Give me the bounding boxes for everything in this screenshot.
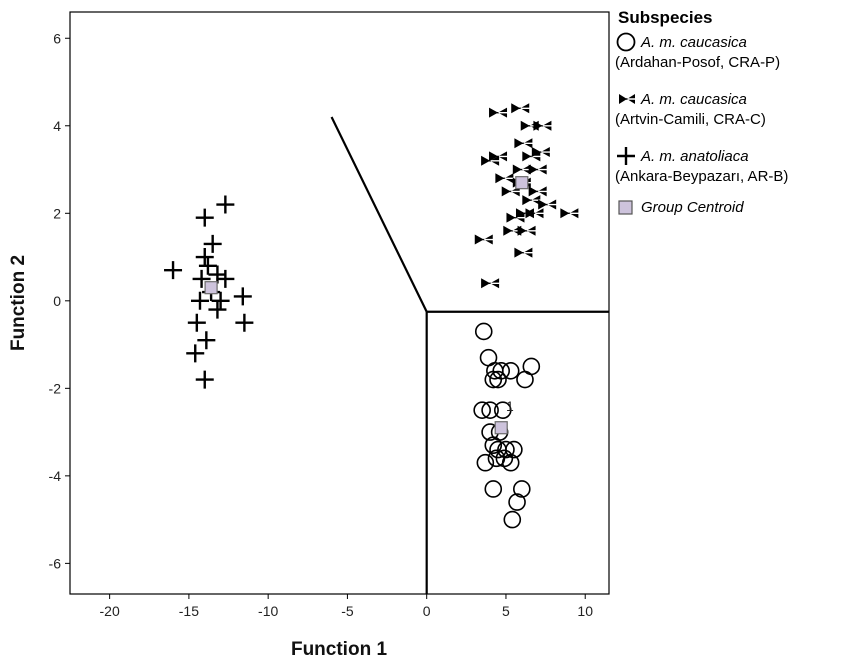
point-circle: [513, 480, 531, 498]
point-plus: [208, 265, 227, 284]
point-bowtie: [474, 234, 493, 245]
annotation-label: 1: [506, 398, 514, 414]
legend-item-ar-b: A. m. anatoliaca (Ankara-Beypazarı, AR-B…: [613, 144, 845, 185]
point-circle: [484, 436, 503, 455]
point-circle: [501, 362, 520, 380]
point-plus: [211, 291, 230, 310]
data-points: [164, 103, 579, 529]
x-tick-label: -15: [179, 603, 199, 619]
x-tick-label: 0: [423, 603, 431, 619]
circle-icon: [613, 30, 641, 54]
point-bowtie: [514, 138, 533, 149]
y-tick-label: 6: [53, 30, 61, 46]
point-plus: [164, 261, 183, 280]
point-bowtie: [503, 225, 522, 236]
point-plus: [198, 256, 217, 275]
legend-item-centroid: Group Centroid: [613, 195, 845, 219]
point-plus: [233, 287, 252, 306]
y-tick-label: 0: [53, 293, 61, 309]
point-bowtie: [489, 151, 508, 162]
y-axis-title: Function 2: [8, 255, 29, 351]
point-bowtie: [481, 278, 500, 289]
point-bowtie: [520, 120, 539, 131]
group-centroid-marker: [515, 176, 529, 190]
point-bowtie: [489, 107, 508, 118]
point-bowtie: [522, 195, 541, 206]
point-plus: [190, 291, 209, 310]
point-circle: [473, 401, 491, 420]
point-plus: [216, 269, 235, 288]
point-plus: [235, 313, 254, 332]
point-bowtie: [512, 164, 531, 175]
point-plus: [186, 344, 205, 363]
point-bowtie: [531, 147, 550, 158]
point-circle: [522, 357, 541, 376]
legend-sublabel: (Ankara-Beypazarı, AR-B): [615, 168, 789, 185]
x-tick-label: -5: [341, 603, 354, 619]
legend-label: Group Centroid: [641, 198, 744, 216]
group-centroid-marker: [204, 281, 218, 295]
point-bowtie: [506, 212, 525, 223]
point-circle: [476, 453, 495, 472]
point-bowtie: [511, 103, 530, 114]
point-circle: [508, 493, 526, 511]
x-tick-label: -20: [100, 603, 120, 619]
point-plus: [197, 331, 216, 350]
point-bowtie: [538, 199, 557, 210]
point-bowtie: [560, 208, 579, 219]
y-tick-label: 4: [53, 118, 61, 134]
plus-icon: [613, 144, 641, 168]
point-circle: [493, 401, 512, 420]
point-plus: [195, 208, 214, 227]
point-bowtie: [514, 247, 533, 258]
legend-label: A. m. caucasica: [641, 33, 747, 51]
point-bowtie: [517, 225, 536, 236]
legend-label: A. m. caucasica: [641, 90, 747, 108]
legend-sublabel: (Artvin-Camili, CRA-C): [615, 111, 766, 128]
legend-title: Subspecies: [618, 8, 713, 27]
point-plus: [192, 269, 211, 288]
point-bowtie: [528, 164, 547, 175]
y-tick-label: 2: [53, 205, 61, 221]
point-circle: [474, 322, 493, 341]
point-circle: [505, 440, 523, 459]
x-tick-label: -10: [258, 603, 278, 619]
point-plus: [208, 300, 227, 319]
point-circle: [484, 480, 503, 498]
y-tick-label: -2: [49, 380, 62, 396]
point-circle: [503, 510, 522, 529]
legend: Subspecies A. m. caucasica (Ardahan-Poso…: [613, 8, 845, 229]
legend-label: A. m. anatoliaca: [641, 147, 749, 165]
legend-item-cra-p: A. m. caucasica (Ardahan-Posof, CRA-P): [613, 30, 845, 71]
point-plus: [195, 370, 214, 389]
x-tick-label: 5: [502, 603, 510, 619]
legend-sublabel: (Ardahan-Posof, CRA-P): [615, 54, 781, 71]
square-icon: [613, 195, 641, 219]
point-plus: [195, 248, 214, 267]
group-centroid-marker: [494, 421, 508, 435]
point-bowtie: [495, 173, 514, 184]
territorial-boundaries: [330, 116, 609, 594]
point-plus: [187, 313, 206, 332]
point-circle: [481, 401, 499, 420]
x-axis-title: Function 1: [291, 639, 387, 660]
point-circle: [489, 370, 507, 389]
y-tick-label: -6: [49, 555, 62, 571]
point-plus: [203, 234, 222, 253]
y-tick-label: -4: [49, 468, 62, 484]
x-tick-label: 10: [577, 603, 593, 619]
bowtie-icon: [613, 87, 641, 111]
boundary-line: [330, 116, 428, 313]
legend-item-cra-c: A. m. caucasica (Artvin-Camili, CRA-C): [613, 87, 845, 129]
point-circle: [484, 370, 503, 389]
group-centroids: [204, 176, 529, 435]
plot-frame: [69, 11, 610, 595]
point-circle: [487, 449, 506, 468]
point-plus: [216, 195, 235, 214]
point-bowtie: [528, 186, 547, 197]
point-circle: [497, 440, 515, 459]
